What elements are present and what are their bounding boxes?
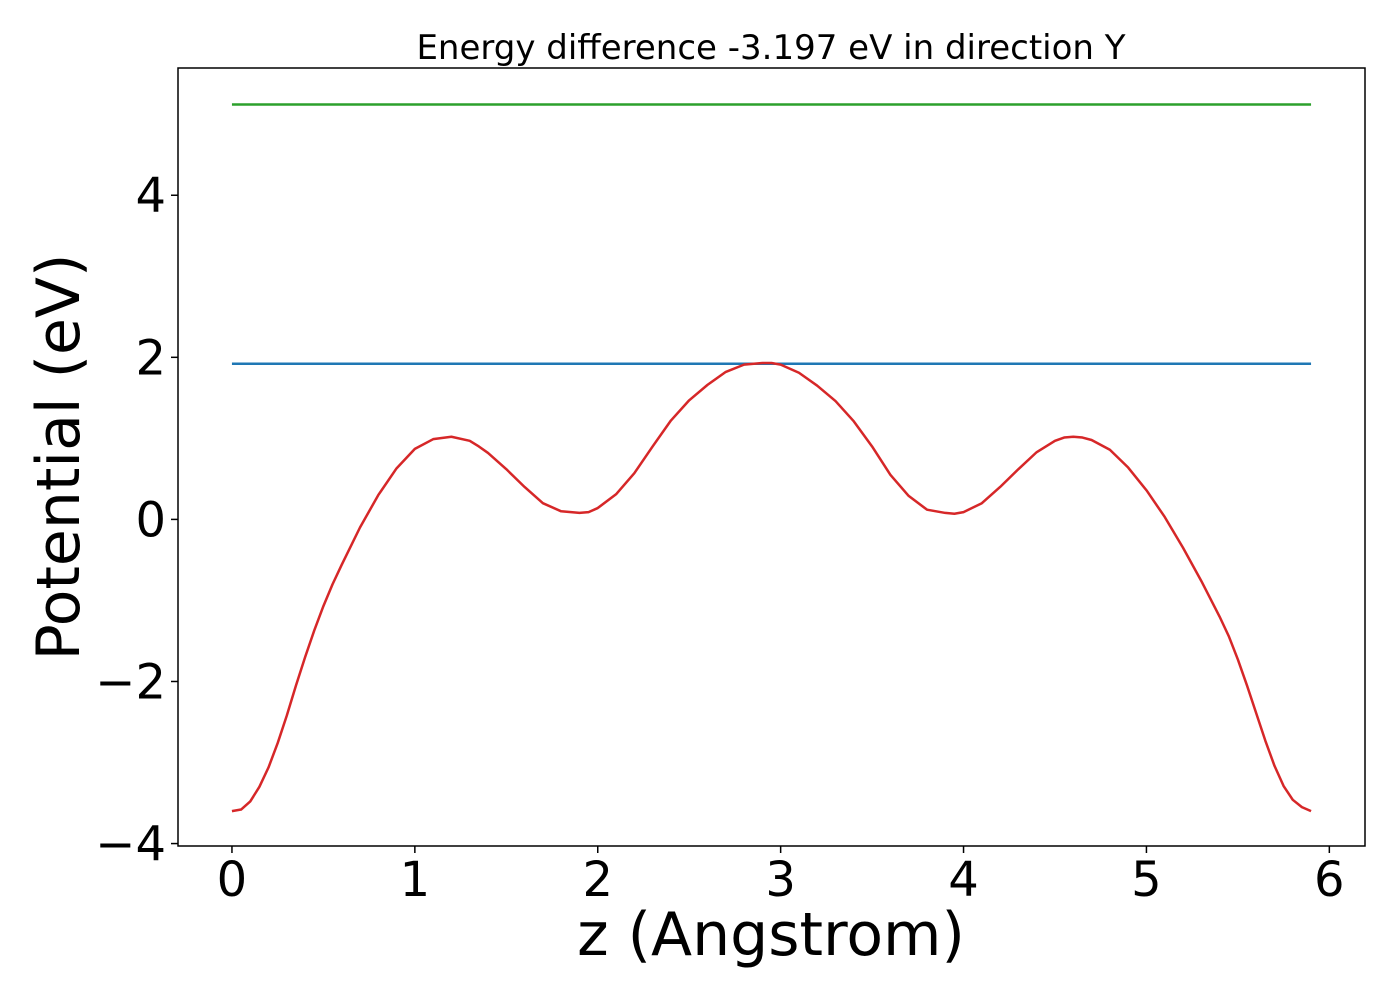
y-tick-label: −4	[95, 817, 166, 873]
x-tick-label: 2	[582, 852, 613, 908]
x-tick-label: 0	[217, 852, 248, 908]
y-tick-label: 0	[135, 492, 166, 548]
y-axis: −4 −2 0 2 4	[95, 168, 178, 873]
x-tick-label: 4	[948, 852, 979, 908]
series-lines	[231, 103, 1312, 813]
y-tick-label: 2	[135, 330, 166, 386]
x-axis: 0 1 2 3 4 5 6	[217, 846, 1345, 908]
x-axis-label: z (Angstrom)	[577, 900, 965, 970]
y-tick-label: −2	[95, 654, 166, 710]
x-tick-label: 3	[765, 852, 796, 908]
x-tick-label: 1	[400, 852, 431, 908]
plot-frame	[177, 67, 1366, 847]
y-tick-label: 4	[135, 168, 166, 224]
series-line-3	[231, 361, 1312, 813]
x-tick-label: 6	[1314, 852, 1345, 908]
x-tick-label: 5	[1131, 852, 1162, 908]
chart-title: Energy difference -3.197 eV in direction…	[416, 28, 1125, 68]
y-axis-label: Potential (eV)	[24, 254, 94, 661]
